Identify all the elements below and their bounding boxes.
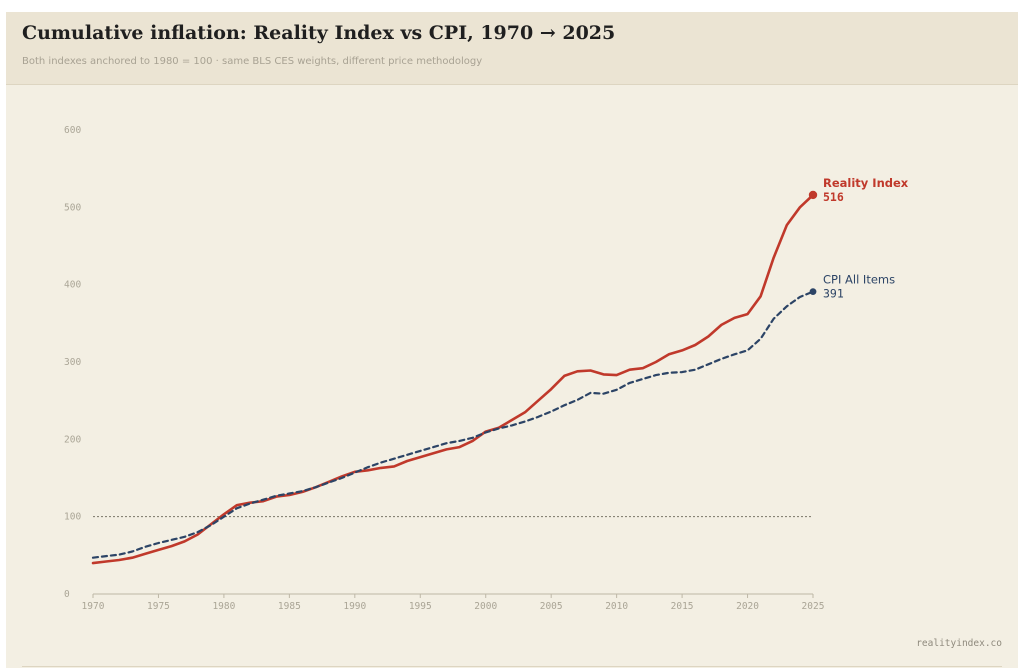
y-tick-label: 200 [64, 434, 81, 445]
cpi-value: 391 [823, 287, 844, 301]
x-tick-label: 1985 [278, 601, 301, 612]
line-chart: 0 100 200 300 400 500 600 1970 1975 1980 1985 1990… [64, 125, 909, 612]
chart-card: Cumulative inflation: Reality Index vs C… [6, 12, 1018, 668]
bottom-divider [22, 666, 1002, 667]
cpi-line [91, 290, 815, 559]
x-tick-label: 2010 [605, 601, 628, 612]
reality-index-value: 516 [823, 190, 844, 204]
y-tick-label: 400 [64, 280, 81, 291]
cpi-endpoint [809, 288, 817, 296]
y-tick-label: 0 [64, 589, 70, 600]
reality-index-endpoint [808, 190, 818, 200]
y-tick-label: 600 [64, 125, 81, 136]
x-axis: 1970 1975 1980 1985 1990 1995 2000 2005 2010 2015… [82, 593, 825, 612]
x-tick-label: 2025 [802, 601, 825, 612]
reality-index-label: Reality Index [823, 176, 909, 190]
x-tick-label: 1995 [409, 601, 432, 612]
x-tick-label: 2000 [474, 601, 497, 612]
series-group [91, 190, 818, 565]
y-tick-label: 100 [64, 512, 81, 523]
x-tick-label: 1990 [343, 601, 366, 612]
y-tick-label: 500 [64, 202, 81, 213]
source-credit: realityindex.co [916, 638, 1002, 649]
x-tick-label: 1970 [82, 601, 105, 612]
y-axis: 0 100 200 300 400 500 600 [64, 125, 81, 600]
y-tick-label: 300 [64, 357, 81, 368]
x-tick-label: 1980 [212, 601, 235, 612]
x-tick-label: 2015 [671, 601, 694, 612]
x-tick-label: 2020 [736, 601, 759, 612]
x-tick-label: 1975 [147, 601, 170, 612]
cpi-label: CPI All Items [823, 273, 895, 287]
chart-subtitle: Both indexes anchored to 1980 = 100 · sa… [22, 56, 483, 67]
x-tick-label: 2005 [540, 601, 563, 612]
reality-index-line [91, 193, 815, 565]
chart-header: Cumulative inflation: Reality Index vs C… [6, 12, 1018, 85]
chart-title: Cumulative inflation: Reality Index vs C… [22, 22, 616, 44]
